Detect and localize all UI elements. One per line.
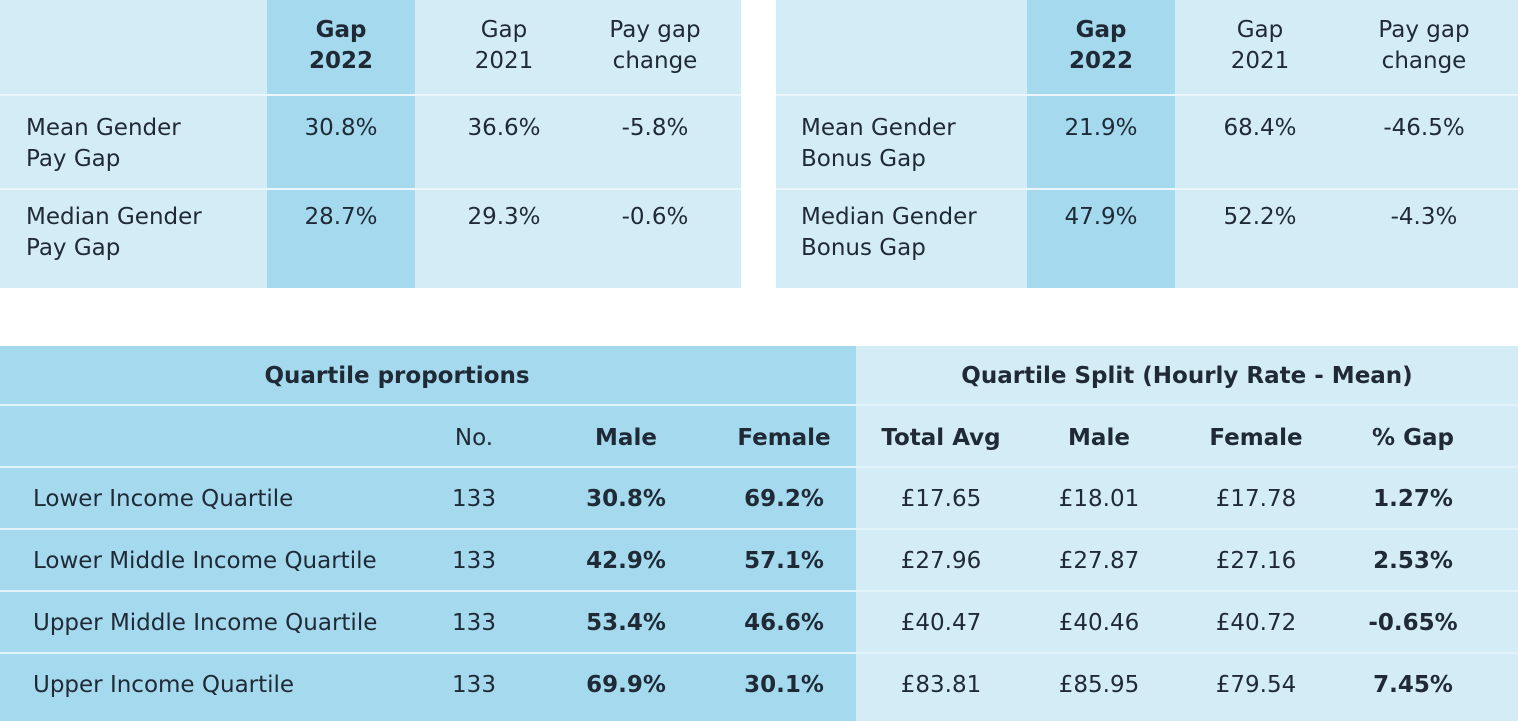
- quartile-proportions-section: [0, 346, 856, 721]
- quartile-row-total-avg: £83.81: [900, 672, 982, 698]
- row-separator: [0, 652, 1518, 654]
- row-separator: [0, 404, 1518, 406]
- quartile-row-male: 30.8%: [586, 486, 666, 512]
- quartile-row-split-female: £27.16: [1215, 548, 1297, 574]
- median-bonus-gap-2021: 52.2%: [1223, 204, 1297, 230]
- col-header-female: Female: [737, 425, 831, 451]
- quartile-row-female: 57.1%: [744, 548, 824, 574]
- quartile-row-split-male: £40.46: [1058, 610, 1140, 636]
- quartile-row-male: 69.9%: [586, 672, 666, 698]
- quartile-row-split-male: £85.95: [1058, 672, 1140, 698]
- row-separator: [0, 528, 1518, 530]
- row-label-mean-bonus-gap: Mean Gender Bonus Gap: [801, 115, 956, 172]
- gap-2022-column-highlight: [267, 0, 415, 288]
- quartile-row-label: Lower Income Quartile: [33, 486, 294, 512]
- quartile-row-split-female: £79.54: [1215, 672, 1297, 698]
- row-separator: [0, 466, 1518, 468]
- col-header-no: No.: [454, 425, 494, 451]
- col-header-male: Male: [595, 425, 657, 451]
- median-gap-2022: 28.7%: [304, 204, 378, 230]
- gap-2022-column-highlight: [1027, 0, 1175, 288]
- median-bonus-gap-change: -4.3%: [1390, 204, 1458, 230]
- col-header-total-avg: Total Avg: [881, 425, 1001, 451]
- row-separator: [776, 94, 1518, 96]
- quartile-row-male: 53.4%: [586, 610, 666, 636]
- col-header-split-male: Male: [1068, 425, 1130, 451]
- header-pay-gap-change: Pay gap change: [609, 17, 701, 74]
- mean-bonus-gap-change: -46.5%: [1383, 115, 1465, 141]
- col-header-pct-gap: % Gap: [1372, 425, 1454, 451]
- quartile-row-female: 30.1%: [744, 672, 824, 698]
- quartile-proportions-title: Quartile proportions: [264, 363, 530, 389]
- bonus-gap-table: Gap 2022 Gap 2021 Pay gap change Mean Ge…: [776, 0, 1518, 288]
- mean-gap-2021: 36.6%: [467, 115, 541, 141]
- quartile-row-no: 133: [452, 672, 496, 698]
- quartile-row-no: 133: [452, 486, 496, 512]
- quartile-split-section: [856, 346, 1518, 721]
- col-header-split-female: Female: [1209, 425, 1303, 451]
- quartile-row-label: Upper Income Quartile: [33, 672, 295, 698]
- row-separator: [776, 188, 1518, 190]
- quartile-row-split-female: £40.72: [1215, 610, 1297, 636]
- header-gap-2022: Gap 2022: [1068, 17, 1133, 74]
- median-gap-2021: 29.3%: [467, 204, 541, 230]
- quartile-row-female: 46.6%: [744, 610, 824, 636]
- row-separator: [0, 188, 741, 190]
- median-gap-change: -0.6%: [621, 204, 689, 230]
- pay-gap-table: Gap 2022 Gap 2021 Pay gap change Mean Ge…: [0, 0, 741, 288]
- quartile-row-total-avg: £27.96: [900, 548, 982, 574]
- mean-bonus-gap-2021: 68.4%: [1223, 115, 1297, 141]
- quartile-row-pct-gap: 1.27%: [1373, 486, 1453, 512]
- header-gap-2021: Gap 2021: [474, 17, 534, 74]
- median-bonus-gap-2022: 47.9%: [1064, 204, 1138, 230]
- row-label-median-bonus-gap: Median Gender Bonus Gap: [801, 204, 977, 261]
- quartile-row-total-avg: £17.65: [900, 486, 982, 512]
- quartile-row-pct-gap: 2.53%: [1373, 548, 1453, 574]
- quartile-row-male: 42.9%: [586, 548, 666, 574]
- quartile-row-pct-gap: 7.45%: [1373, 672, 1453, 698]
- quartile-table: Quartile proportions Quartile Split (Hou…: [0, 346, 1518, 721]
- quartile-row-no: 133: [452, 548, 496, 574]
- quartile-row-split-female: £17.78: [1215, 486, 1297, 512]
- quartile-row-split-male: £18.01: [1058, 486, 1140, 512]
- row-label-mean-pay-gap: Mean Gender Pay Gap: [26, 115, 181, 172]
- quartile-row-label: Upper Middle Income Quartile: [33, 610, 378, 636]
- quartile-row-total-avg: £40.47: [900, 610, 982, 636]
- quartile-row-female: 69.2%: [744, 486, 824, 512]
- header-gap-2021: Gap 2021: [1230, 17, 1290, 74]
- header-gap-2022: Gap 2022: [308, 17, 373, 74]
- row-separator: [0, 94, 741, 96]
- quartile-row-label: Lower Middle Income Quartile: [33, 548, 377, 574]
- quartile-row-no: 133: [452, 610, 496, 636]
- quartile-row-pct-gap: -0.65%: [1368, 610, 1458, 636]
- mean-gap-2022: 30.8%: [304, 115, 378, 141]
- mean-gap-change: -5.8%: [621, 115, 689, 141]
- mean-bonus-gap-2022: 21.9%: [1064, 115, 1138, 141]
- header-pay-gap-change: Pay gap change: [1378, 17, 1470, 74]
- quartile-split-title: Quartile Split (Hourly Rate - Mean): [961, 363, 1413, 389]
- row-label-median-pay-gap: Median Gender Pay Gap: [26, 204, 202, 261]
- row-separator: [0, 590, 1518, 592]
- quartile-row-split-male: £27.87: [1058, 548, 1140, 574]
